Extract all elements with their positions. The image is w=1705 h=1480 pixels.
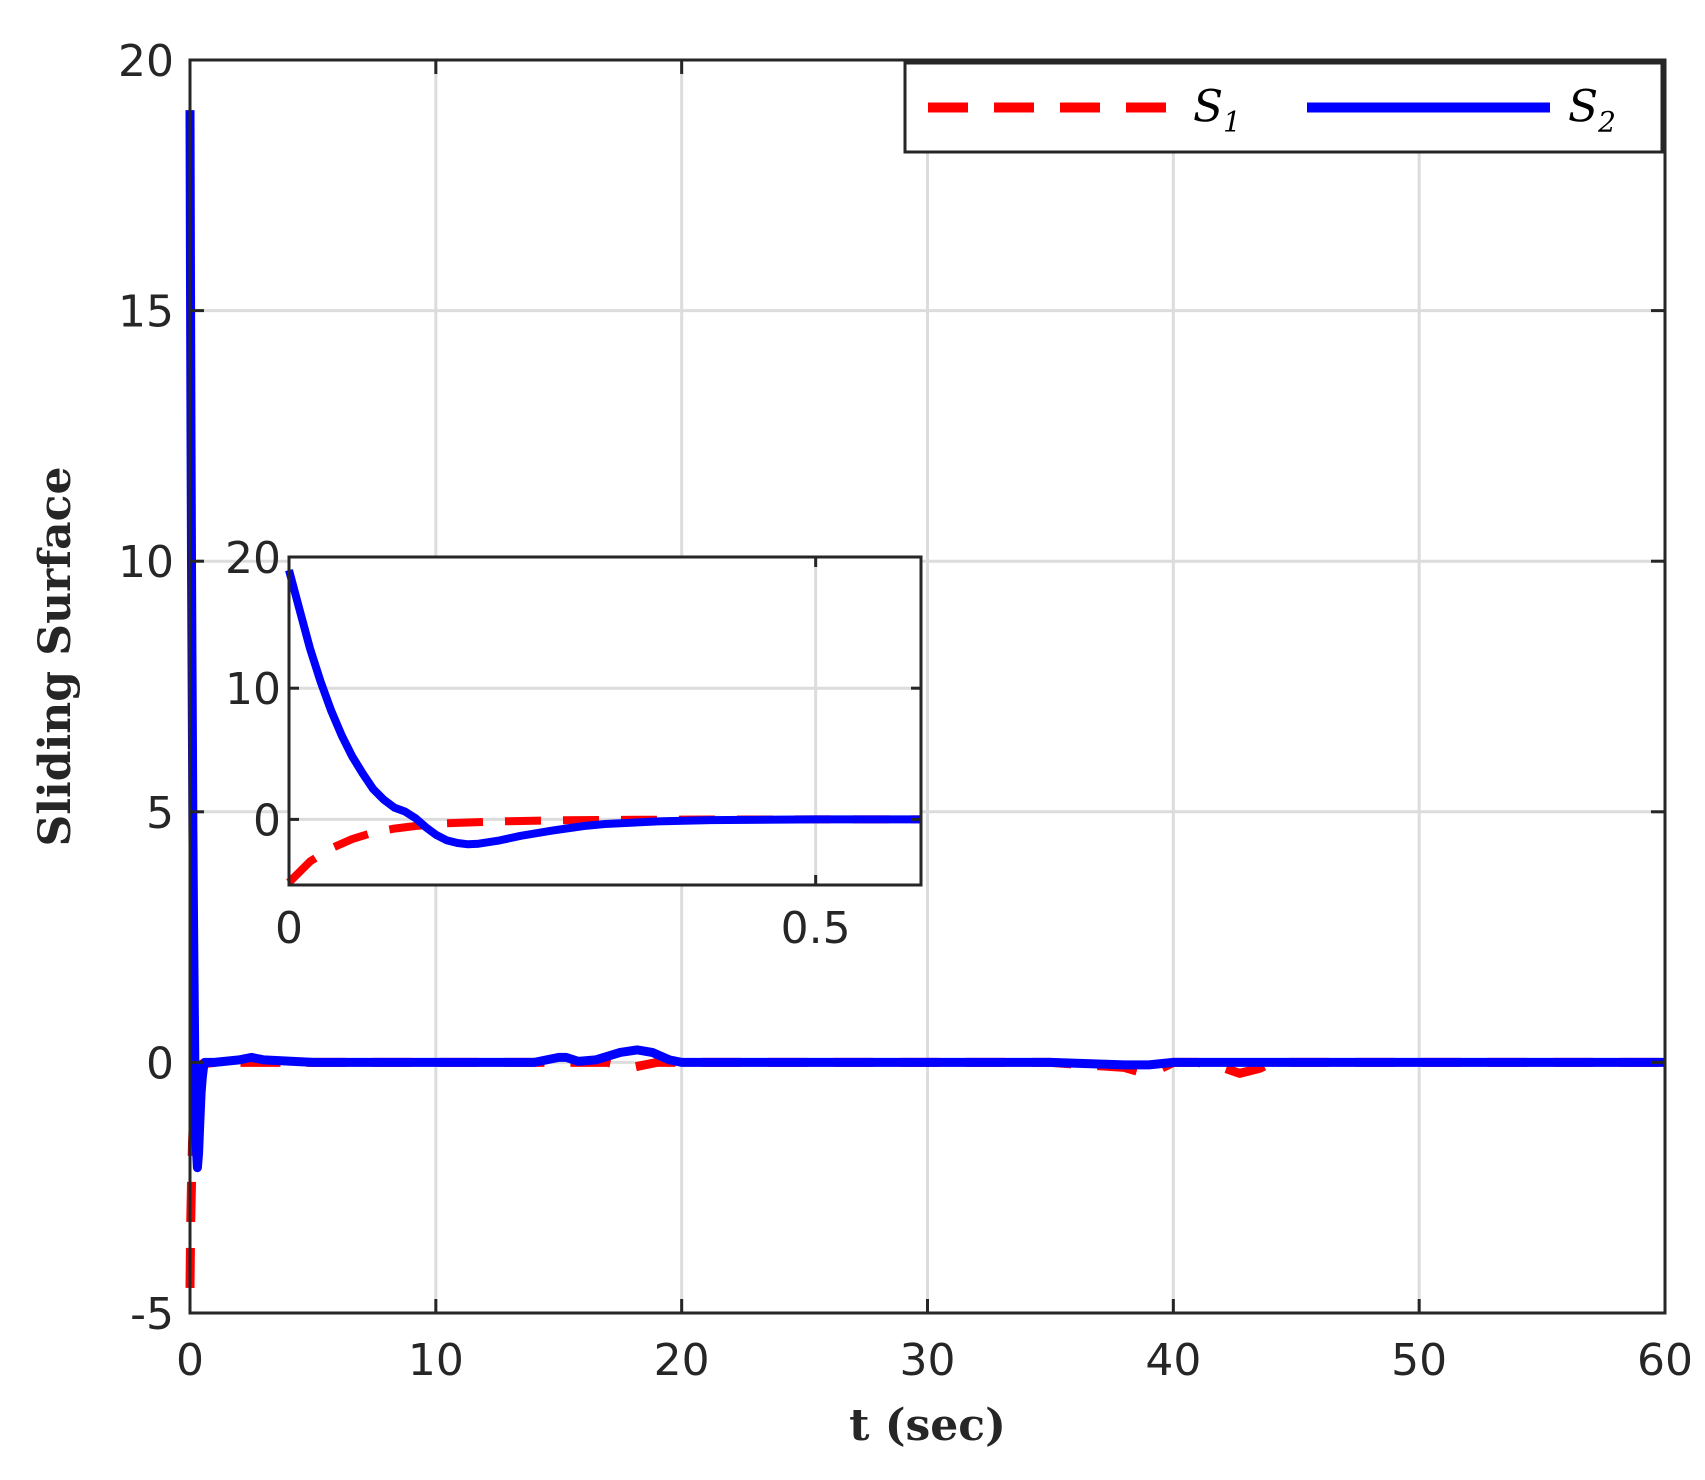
x-tick-label: 30 — [900, 1335, 956, 1386]
y-tick-label: 15 — [118, 287, 174, 338]
x-tick-label: 0 — [176, 1335, 204, 1386]
inset-x-tick-label: 0 — [275, 903, 303, 954]
inset-y-tick-label: 20 — [225, 533, 281, 584]
inset-x-tick-label: 0.5 — [781, 903, 851, 954]
legend-label-s1: S1 — [1193, 82, 1241, 139]
y-tick-label: 0 — [146, 1038, 174, 1089]
x-tick-label: 10 — [408, 1335, 464, 1386]
main-series — [185, 110, 1665, 1288]
x-axis-title: t (sec) — [849, 1400, 1006, 1451]
x-tick-label: 20 — [654, 1335, 710, 1386]
inset-plot-frame — [287, 555, 923, 887]
y-tick-label: 5 — [146, 788, 174, 839]
x-tick-label: 50 — [1391, 1335, 1447, 1386]
series-line-s2 — [185, 110, 1665, 1173]
main-ticks — [188, 58, 1667, 1315]
y-tick-label: 10 — [118, 537, 174, 588]
inset-series-line-s2 — [285, 569, 921, 849]
inset-y-tick-label: 0 — [253, 795, 281, 846]
inset-y-tick-label: 10 — [225, 664, 281, 715]
inset-ticks — [287, 555, 921, 885]
y-tick-label: 20 — [118, 36, 174, 87]
inset-series — [285, 569, 921, 886]
y-tick-label: -5 — [130, 1289, 174, 1340]
inset-background — [289, 557, 921, 885]
legend-label-s2: S2 — [1568, 82, 1616, 139]
inset-plot: 0 0.5 0 10 20 — [225, 533, 923, 954]
inset-tick-labels: 0 0.5 0 10 20 — [225, 533, 851, 954]
legend: S1 S2 — [903, 61, 1664, 154]
y-axis-title: Sliding Surface — [30, 467, 81, 847]
x-tick-label: 40 — [1145, 1335, 1201, 1386]
x-tick-label: 60 — [1637, 1335, 1693, 1386]
